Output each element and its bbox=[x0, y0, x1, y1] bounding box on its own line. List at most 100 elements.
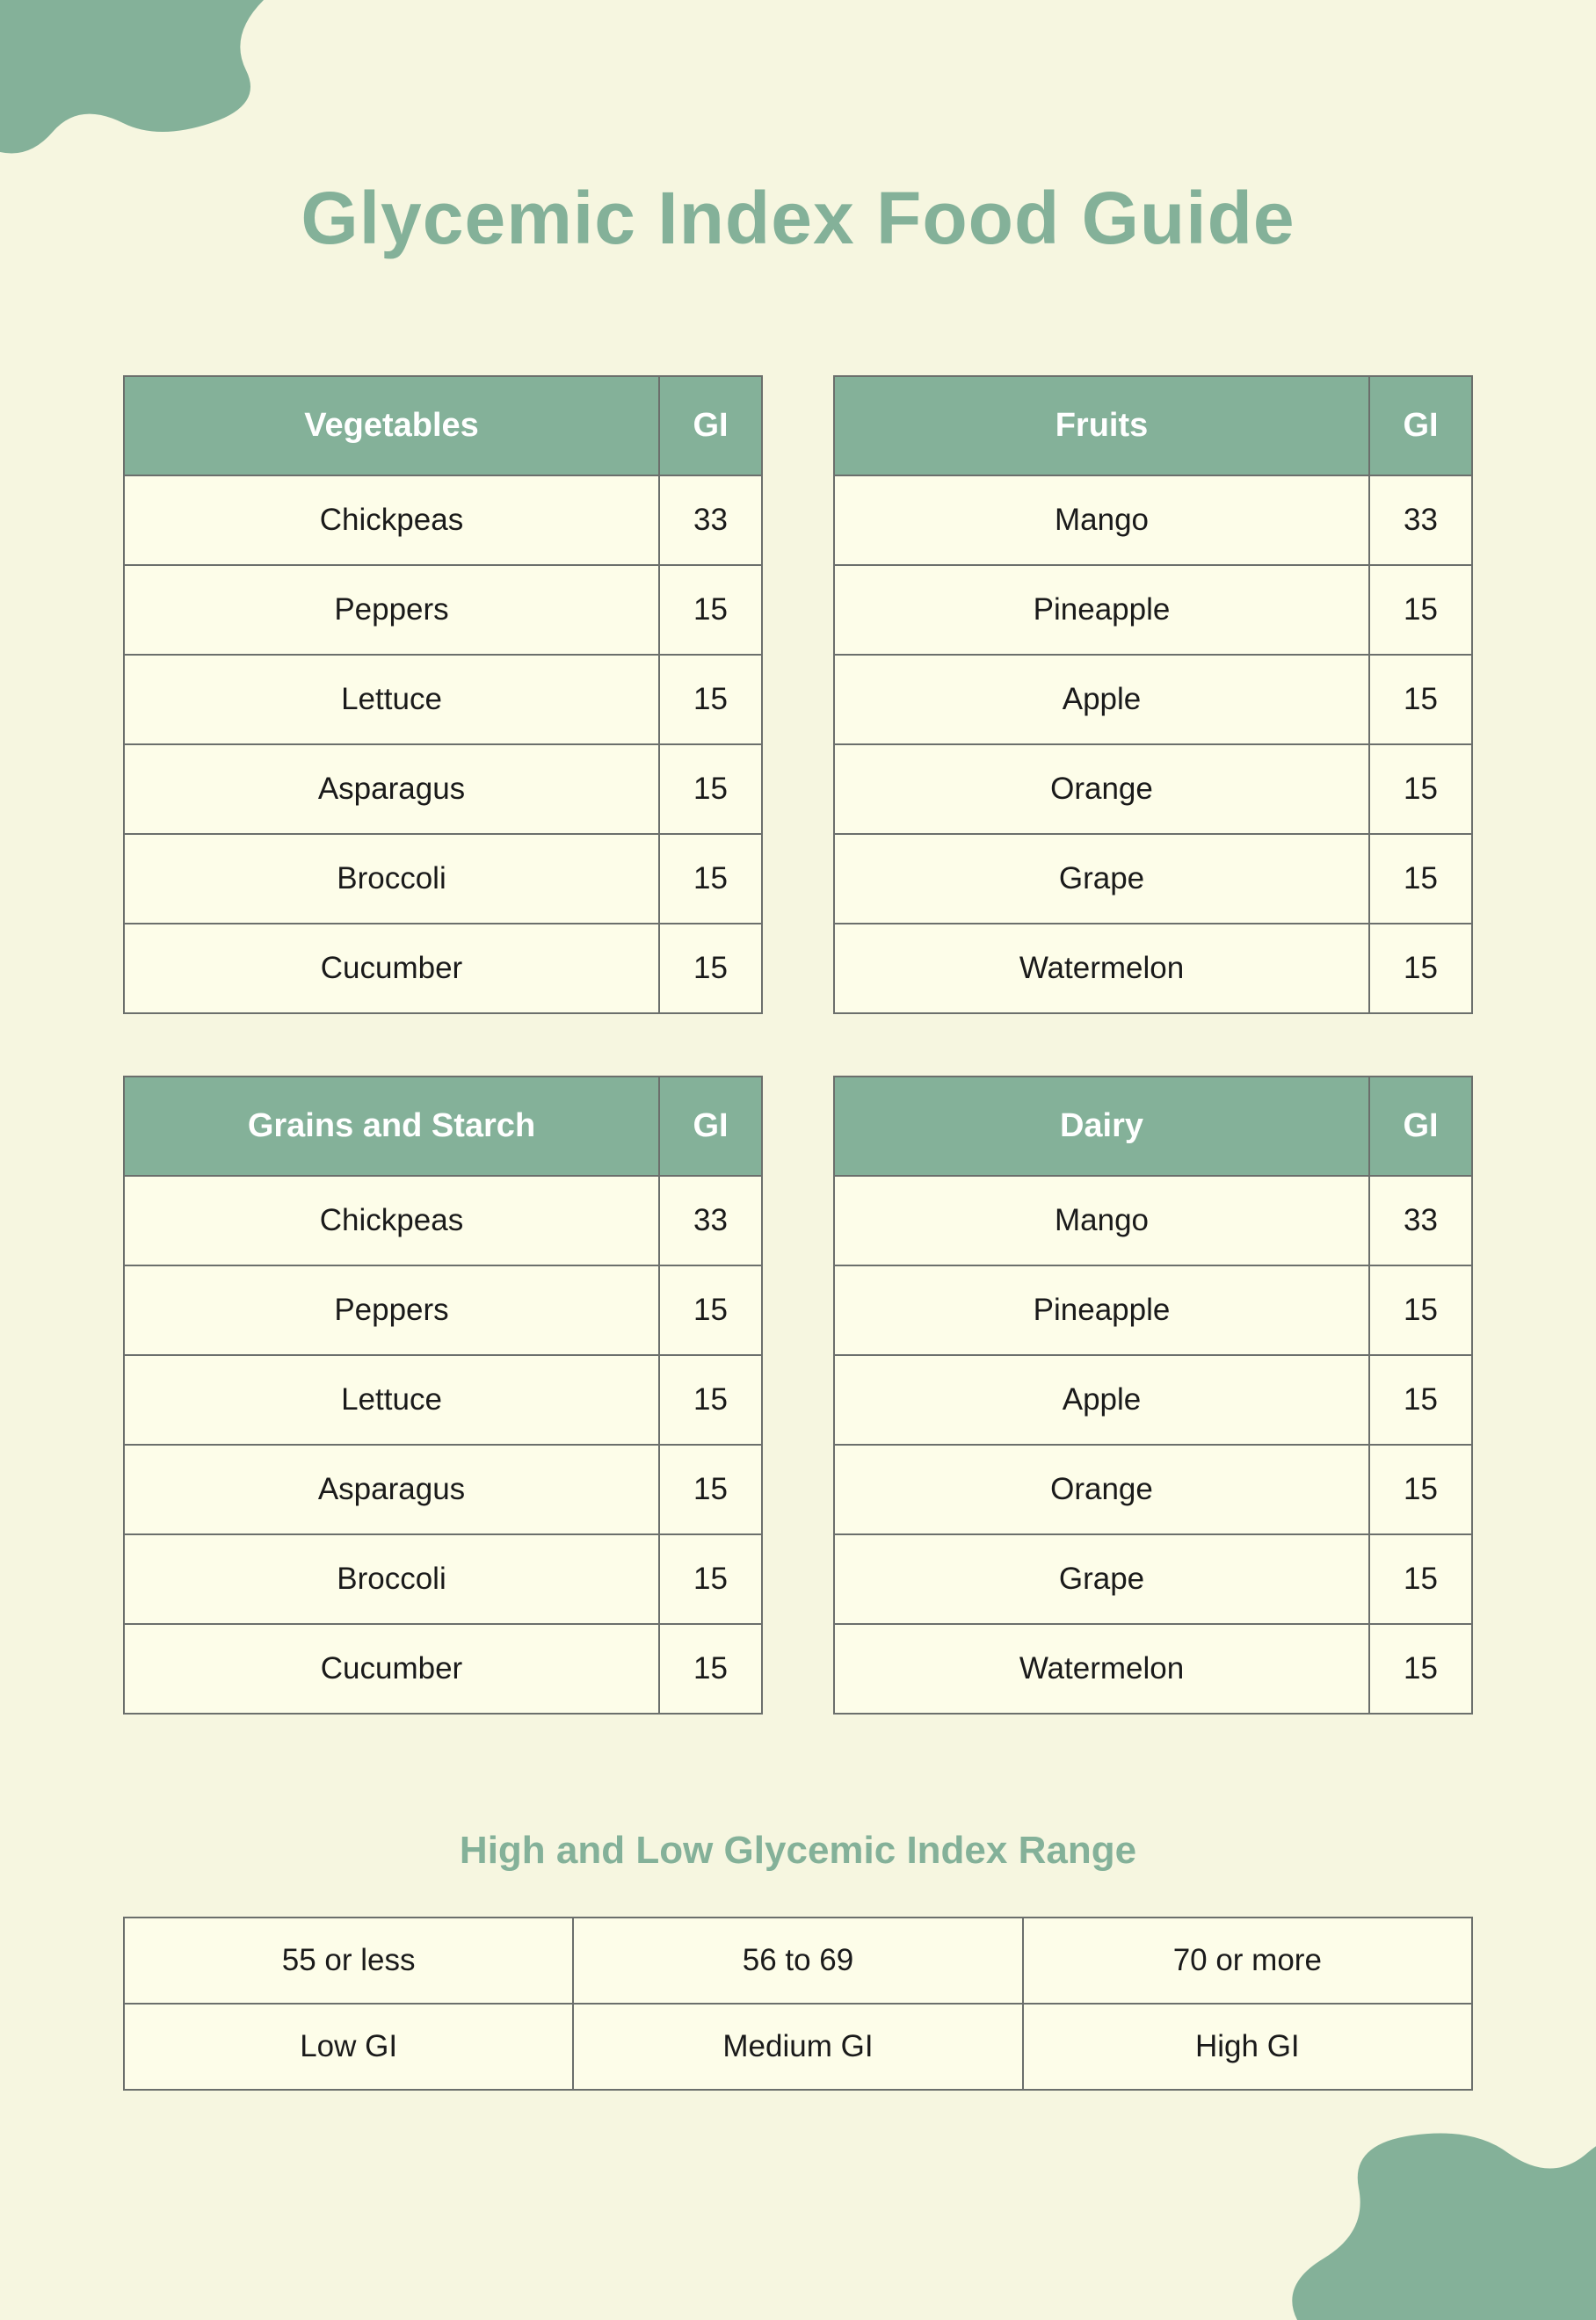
table-row: Lettuce15 bbox=[125, 654, 761, 743]
food-name: Orange bbox=[835, 1446, 1370, 1533]
food-name: Broccoli bbox=[125, 835, 660, 923]
range-value: 55 or less bbox=[125, 1918, 572, 2003]
food-gi: 33 bbox=[660, 1177, 761, 1265]
food-gi: 15 bbox=[1370, 745, 1471, 833]
food-name: Mango bbox=[835, 1177, 1370, 1265]
table-row: Lettuce15 bbox=[125, 1354, 761, 1444]
food-name: Orange bbox=[835, 745, 1370, 833]
food-name: Chickpeas bbox=[125, 1177, 660, 1265]
food-gi: 33 bbox=[1370, 1177, 1471, 1265]
table-row: Asparagus15 bbox=[125, 1444, 761, 1533]
food-gi: 15 bbox=[1370, 656, 1471, 743]
food-name: Watermelon bbox=[835, 924, 1370, 1012]
food-name: Apple bbox=[835, 1356, 1370, 1444]
table-row: Broccoli15 bbox=[125, 1533, 761, 1623]
food-name: Asparagus bbox=[125, 1446, 660, 1533]
food-table-fruits: Fruits GI Mango33 Pineapple15 Apple15 Or… bbox=[833, 375, 1473, 1014]
gi-header: GI bbox=[660, 1077, 761, 1175]
table-row: Mango33 bbox=[835, 475, 1471, 564]
range-table: 55 or less 56 to 69 70 or more Low GI Me… bbox=[123, 1917, 1473, 2091]
range-value: 70 or more bbox=[1022, 1918, 1471, 2003]
range-row-values: 55 or less 56 to 69 70 or more bbox=[125, 1918, 1471, 2003]
food-gi: 15 bbox=[1370, 1266, 1471, 1354]
table-row: Cucumber15 bbox=[125, 1623, 761, 1713]
table-row: Orange15 bbox=[835, 743, 1471, 833]
gi-header: GI bbox=[1370, 377, 1471, 475]
food-table-vegetables: Vegetables GI Chickpeas33 Peppers15 Lett… bbox=[123, 375, 763, 1014]
food-gi: 15 bbox=[660, 835, 761, 923]
range-section-title: High and Low Glycemic Index Range bbox=[123, 1829, 1473, 1873]
food-name: Peppers bbox=[125, 566, 660, 654]
food-name: Broccoli bbox=[125, 1535, 660, 1623]
food-table-grains: Grains and Starch GI Chickpeas33 Peppers… bbox=[123, 1076, 763, 1715]
table-row: Grape15 bbox=[835, 833, 1471, 923]
table-row: Mango33 bbox=[835, 1175, 1471, 1265]
food-gi: 15 bbox=[1370, 835, 1471, 923]
table-row: Broccoli15 bbox=[125, 833, 761, 923]
food-name: Peppers bbox=[125, 1266, 660, 1354]
food-gi: 15 bbox=[1370, 1625, 1471, 1713]
food-gi: 15 bbox=[1370, 924, 1471, 1012]
table-row: Chickpeas33 bbox=[125, 1175, 761, 1265]
food-name: Watermelon bbox=[835, 1625, 1370, 1713]
page-title: Glycemic Index Food Guide bbox=[123, 176, 1473, 261]
table-row: Watermelon15 bbox=[835, 923, 1471, 1012]
food-table-dairy: Dairy GI Mango33 Pineapple15 Apple15 Ora… bbox=[833, 1076, 1473, 1715]
table-header: Vegetables GI bbox=[125, 377, 761, 475]
food-gi: 15 bbox=[660, 924, 761, 1012]
range-row-labels: Low GI Medium GI High GI bbox=[125, 2003, 1471, 2089]
table-row: Peppers15 bbox=[125, 564, 761, 654]
food-name: Pineapple bbox=[835, 1266, 1370, 1354]
food-gi: 15 bbox=[660, 1625, 761, 1713]
table-row: Pineapple15 bbox=[835, 564, 1471, 654]
category-header: Fruits bbox=[835, 377, 1370, 475]
food-name: Mango bbox=[835, 476, 1370, 564]
category-header: Grains and Starch bbox=[125, 1077, 660, 1175]
range-label: High GI bbox=[1022, 2005, 1471, 2089]
table-row: Grape15 bbox=[835, 1533, 1471, 1623]
food-name: Chickpeas bbox=[125, 476, 660, 564]
food-gi: 15 bbox=[1370, 566, 1471, 654]
food-name: Apple bbox=[835, 656, 1370, 743]
table-row: Orange15 bbox=[835, 1444, 1471, 1533]
table-row: Pineapple15 bbox=[835, 1265, 1471, 1354]
food-name: Grape bbox=[835, 835, 1370, 923]
food-name: Grape bbox=[835, 1535, 1370, 1623]
table-row: Peppers15 bbox=[125, 1265, 761, 1354]
table-row: Apple15 bbox=[835, 654, 1471, 743]
food-name: Lettuce bbox=[125, 656, 660, 743]
gi-header: GI bbox=[1370, 1077, 1471, 1175]
food-gi: 15 bbox=[660, 745, 761, 833]
food-name: Asparagus bbox=[125, 745, 660, 833]
food-gi: 15 bbox=[660, 1446, 761, 1533]
food-gi: 33 bbox=[1370, 476, 1471, 564]
table-row: Cucumber15 bbox=[125, 923, 761, 1012]
table-header: Dairy GI bbox=[835, 1077, 1471, 1175]
food-name: Pineapple bbox=[835, 566, 1370, 654]
range-label: Low GI bbox=[125, 2005, 572, 2089]
tables-grid: Vegetables GI Chickpeas33 Peppers15 Lett… bbox=[123, 375, 1473, 1715]
range-value: 56 to 69 bbox=[572, 1918, 1021, 2003]
gi-header: GI bbox=[660, 377, 761, 475]
food-name: Lettuce bbox=[125, 1356, 660, 1444]
food-gi: 15 bbox=[660, 656, 761, 743]
table-row: Chickpeas33 bbox=[125, 475, 761, 564]
range-label: Medium GI bbox=[572, 2005, 1021, 2089]
table-row: Asparagus15 bbox=[125, 743, 761, 833]
food-name: Cucumber bbox=[125, 924, 660, 1012]
food-gi: 15 bbox=[660, 566, 761, 654]
table-header: Grains and Starch GI bbox=[125, 1077, 761, 1175]
food-gi: 15 bbox=[1370, 1356, 1471, 1444]
table-row: Apple15 bbox=[835, 1354, 1471, 1444]
food-gi: 15 bbox=[1370, 1446, 1471, 1533]
food-gi: 15 bbox=[660, 1266, 761, 1354]
food-gi: 15 bbox=[660, 1356, 761, 1444]
table-row: Watermelon15 bbox=[835, 1623, 1471, 1713]
food-gi: 15 bbox=[660, 1535, 761, 1623]
category-header: Dairy bbox=[835, 1077, 1370, 1175]
food-gi: 15 bbox=[1370, 1535, 1471, 1623]
food-name: Cucumber bbox=[125, 1625, 660, 1713]
food-gi: 33 bbox=[660, 476, 761, 564]
category-header: Vegetables bbox=[125, 377, 660, 475]
table-header: Fruits GI bbox=[835, 377, 1471, 475]
